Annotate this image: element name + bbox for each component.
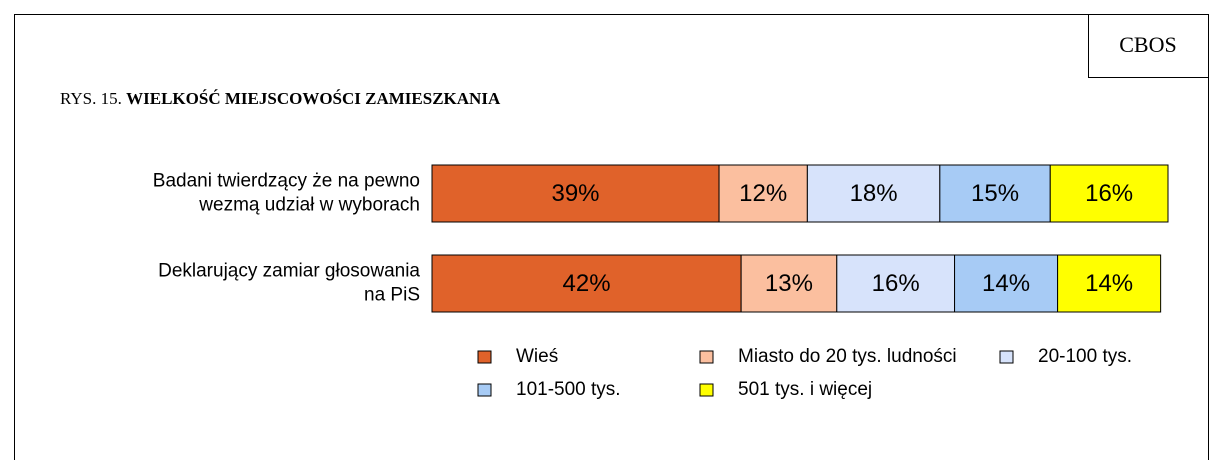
bar-segment (836, 254, 956, 313)
value-label: 14% (982, 270, 1030, 297)
value-label: 15% (971, 180, 1019, 207)
legend-label: Wieś (516, 346, 558, 367)
bar-segment (431, 254, 742, 313)
bar-segment (1049, 164, 1169, 223)
legend-swatch (999, 350, 1014, 364)
legend-label: 501 tys. i więcej (738, 379, 872, 400)
value-label: 39% (551, 180, 599, 207)
value-label: 13% (765, 270, 813, 297)
legend-label: Miasto do 20 tys. ludności (738, 346, 957, 367)
frame (14, 14, 1209, 460)
value-label: 18% (850, 180, 898, 207)
legend-swatch (477, 350, 492, 364)
value-label: 12% (739, 180, 787, 207)
category-label: Badani twierdzący że na pewno wezmą udzia… (153, 171, 420, 216)
source: CBOS (1119, 32, 1176, 57)
source-box (1088, 14, 1209, 78)
category-label: Deklarujący zamiar głosowania na PiS (158, 261, 420, 306)
bar-segment (939, 164, 1051, 223)
chart-title: RYS. 15. WIELKOŚĆ MIEJSCOWOŚCI ZAMIESZKA… (60, 89, 501, 108)
bar-segment (740, 254, 838, 313)
figure-label: RYS. 15. (60, 89, 122, 108)
bar-segment (806, 164, 941, 223)
value-label: 16% (1085, 180, 1133, 207)
value-label: 14% (1085, 270, 1133, 297)
title: WIELKOŚĆ MIEJSCOWOŚCI ZAMIESZKANIA (126, 89, 501, 108)
value-label: 16% (872, 270, 920, 297)
legend-swatch (477, 383, 492, 397)
value-label: 42% (563, 270, 611, 297)
legend-label: 20-100 tys. (1038, 346, 1132, 367)
bar-segment (954, 254, 1059, 313)
legend-label: 101-500 tys. (516, 379, 621, 400)
legend-swatch (699, 350, 714, 364)
legend-swatch (699, 383, 714, 397)
bar-segment (431, 164, 720, 223)
bar-segment (1057, 254, 1162, 313)
